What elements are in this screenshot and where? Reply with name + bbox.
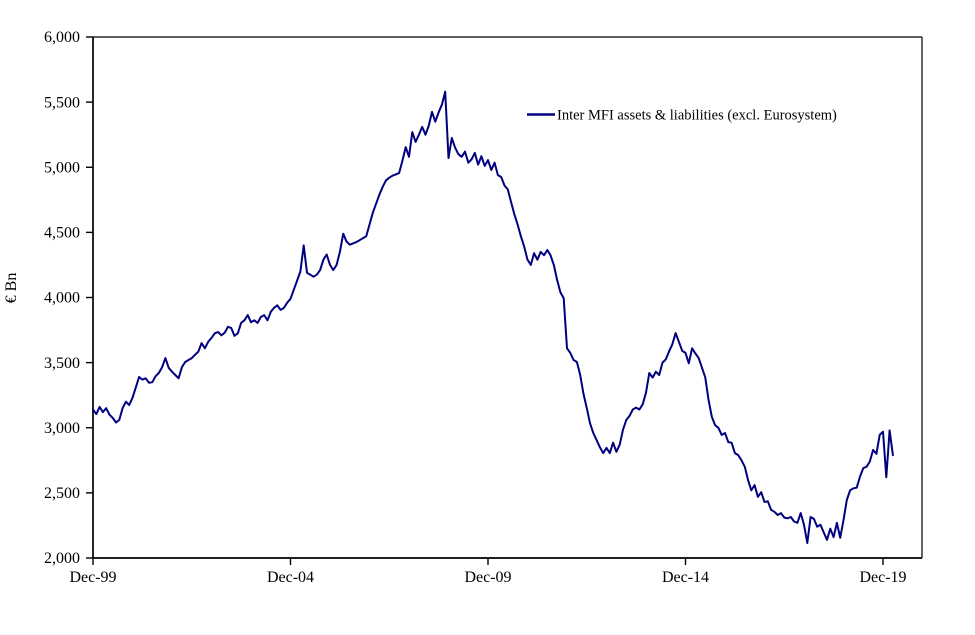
y-tick-label: 3,500: [44, 355, 80, 372]
y-tick-label: 6,000: [44, 29, 80, 46]
y-tick-label: 4,000: [44, 290, 80, 307]
legend-label: Inter MFI assets & liabilities (excl. Eu…: [557, 108, 837, 124]
y-tick-label: 4,500: [44, 225, 80, 242]
x-tick-label: Dec-04: [267, 569, 314, 586]
data-line: [92, 90, 894, 544]
legend: Inter MFI assets & liabilities (excl. Eu…: [527, 108, 837, 124]
x-axis: Dec-99 Dec-04 Dec-09 Dec-14 Dec-19: [69, 558, 907, 586]
y-axis-title: € Bn: [3, 273, 20, 304]
x-tick-label: Dec-99: [69, 569, 116, 586]
y-tick-label: 5,500: [44, 94, 80, 111]
x-tick-label: Dec-19: [859, 569, 906, 586]
x-tick-label: Dec-09: [464, 569, 511, 586]
y-tick-label: 3,000: [44, 420, 80, 437]
y-tick-label: 5,000: [44, 159, 80, 176]
y-axis: 2,000 2,500 3,000 3,500 4,000 4,500 5,000 5,500…: [44, 29, 93, 567]
data-series: [92, 90, 894, 544]
x-tick-label: Dec-14: [662, 569, 709, 586]
y-tick-label: 2,500: [44, 485, 80, 502]
y-tick-label: 2,000: [44, 550, 80, 567]
